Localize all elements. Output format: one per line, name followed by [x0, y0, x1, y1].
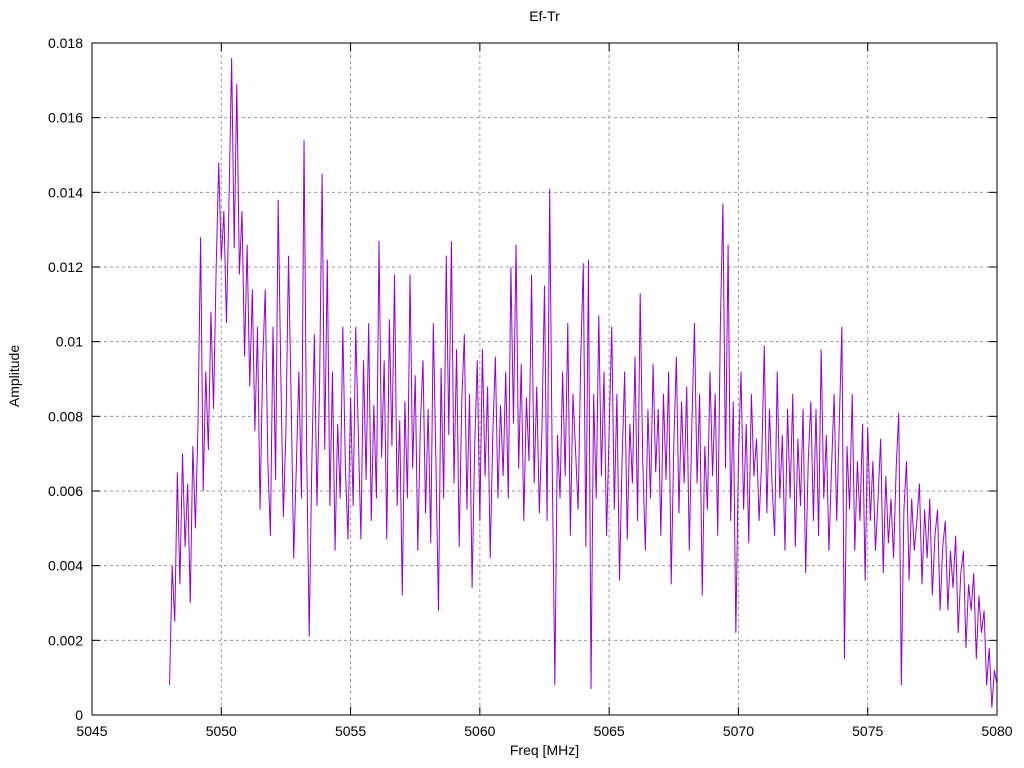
y-tick-label: 0.006 — [48, 483, 83, 499]
x-tick-label: 5080 — [981, 723, 1012, 739]
y-tick-label: 0.014 — [48, 184, 83, 200]
x-tick-label: 5055 — [335, 723, 366, 739]
x-axis-label: Freq [MHz] — [509, 742, 580, 758]
y-tick-label: 0.016 — [48, 110, 83, 126]
y-tick-label: 0.002 — [48, 632, 83, 648]
y-tick-label: 0 — [75, 707, 83, 723]
y-tick-label: 0.01 — [56, 334, 83, 350]
x-tick-label: 5070 — [723, 723, 754, 739]
y-tick-label: 0.012 — [48, 259, 83, 275]
x-tick-label: 5050 — [206, 723, 237, 739]
y-tick-label: 0.004 — [48, 558, 83, 574]
plot-border — [91, 42, 998, 716]
y-tick-label: 0.018 — [48, 35, 83, 51]
x-tick-label: 5065 — [594, 723, 625, 739]
x-tick-label: 5060 — [464, 723, 495, 739]
chart-title: Ef-Tr — [529, 8, 560, 24]
x-tick-label: 5075 — [852, 723, 883, 739]
data-series-line — [169, 57, 998, 708]
y-tick-label: 0.008 — [48, 408, 83, 424]
x-tick-label: 5045 — [76, 723, 107, 739]
